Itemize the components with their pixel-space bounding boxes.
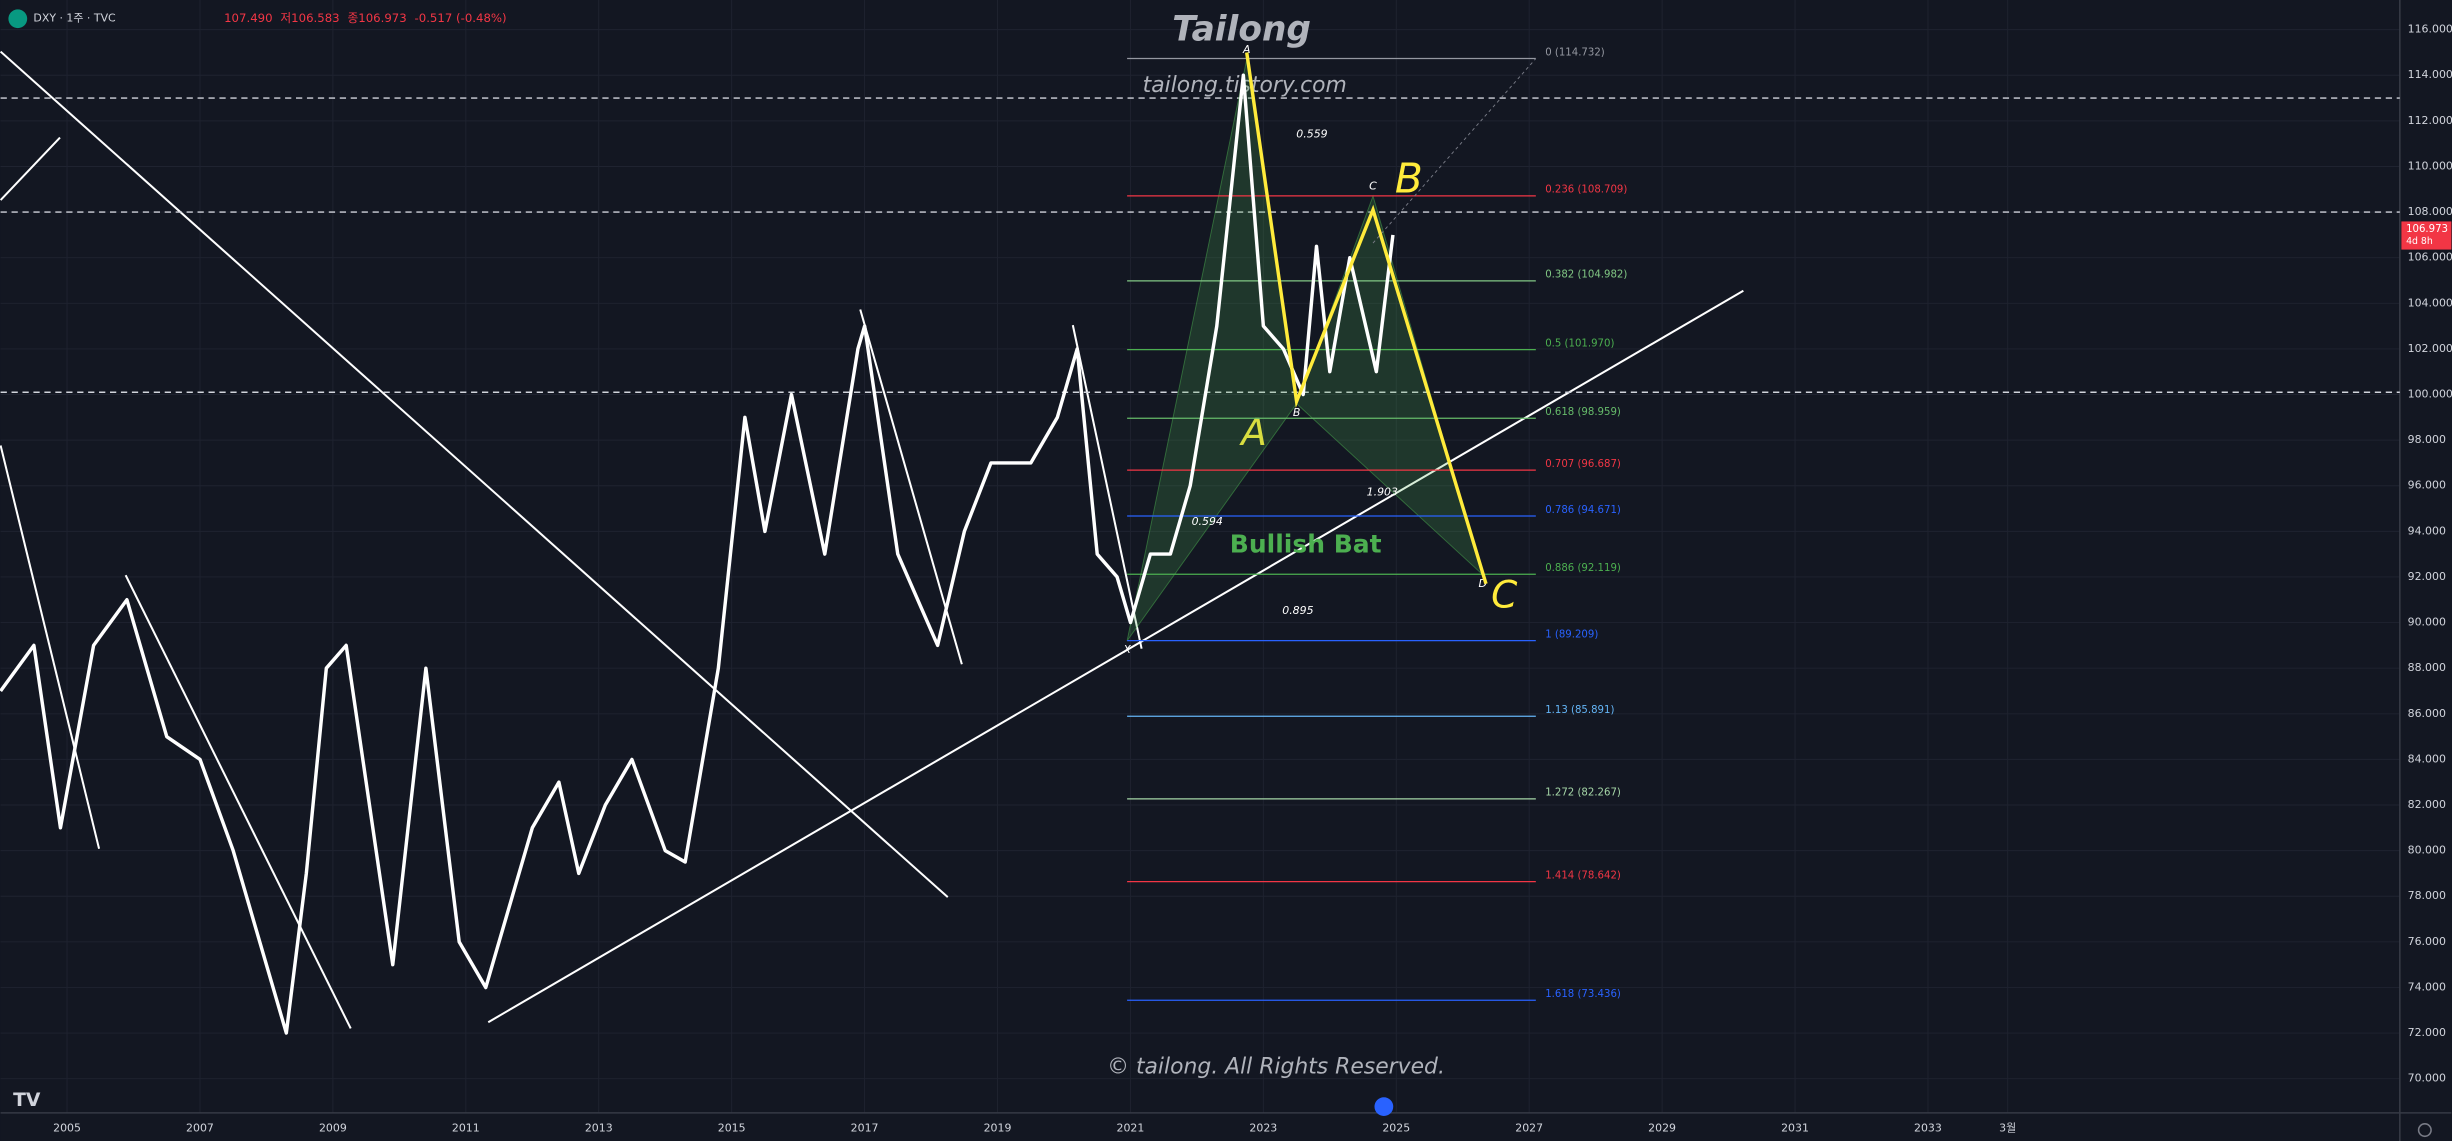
fib-label: 1.13 (85.891) [1545,705,1614,716]
trendline [859,309,963,665]
pattern-point-label: X [1122,643,1131,656]
x-tick-label: 2033 [1914,1121,1942,1134]
trendline [0,445,101,849]
y-tick-label: 116.000 [2408,23,2452,36]
x-tick-label: 2011 [452,1121,480,1134]
x-tick-label: 2015 [718,1121,746,1134]
event-icon[interactable] [1374,1097,1394,1116]
y-tick-label: 84.000 [2408,752,2446,765]
settings-icon[interactable] [2417,1123,2432,1138]
y-tick-label: 80.000 [2408,844,2446,857]
trendlines [0,50,1744,1029]
fib-label: 0.618 (98.959) [1545,407,1621,418]
fib-label: 0.236 (108.709) [1545,185,1627,196]
symbol-icon[interactable] [8,9,28,29]
y-tick-label: 112.000 [2408,114,2452,127]
fib-label: 1 (89.209) [1545,629,1598,640]
pattern-point-label: D [1478,577,1486,590]
pattern-point-label: C [1369,180,1377,193]
y-tick-label: 88.000 [2408,661,2446,674]
last-price-label: 106.973 [2406,224,2448,235]
ratio-label: 0.895 [1282,604,1313,617]
y-tick-label: 108.000 [2408,205,2452,218]
y-tick-label: 106.000 [2408,251,2452,264]
fib-label: 1.618 (73.436) [1545,989,1621,1000]
x-tick-label: 3월 [1999,1121,2016,1134]
y-tick-label: 98.000 [2408,433,2446,446]
x-tick-label: 2009 [319,1121,347,1134]
y-tick-label: 86.000 [2408,707,2446,720]
fib-label: 0.886 (92.119) [1545,563,1621,574]
x-tick-label: 2031 [1781,1121,1809,1134]
ratio-label: 0.559 [1296,127,1327,140]
countdown: 4d 8h [2406,236,2433,247]
handwriting: B [1395,154,1423,202]
y-tick-label: 96.000 [2408,479,2446,492]
x-tick-label: 2007 [186,1121,214,1134]
y-tick-label: 110.000 [2408,159,2452,172]
y-tick-label: 70.000 [2408,1072,2446,1085]
pattern-point-label: A [1242,43,1250,56]
y-tick-label: 74.000 [2408,980,2446,993]
handwriting: A [1239,410,1267,454]
x-tick-label: 2013 [585,1121,613,1134]
y-tick-label: 90.000 [2408,616,2446,629]
trendline [0,136,61,201]
fib-label: 0.5 (101.970) [1545,338,1614,349]
y-tick-label: 76.000 [2408,935,2446,948]
last-price-tag [2401,221,2452,250]
yellow-drawing [1245,52,1488,585]
ratio-label: 1.903 [1367,485,1398,498]
logo: TV [13,1090,41,1111]
x-tick-label: 2019 [984,1121,1012,1134]
fib-label: 1.272 (82.267) [1545,788,1621,799]
quote-value: -0.517 (-0.48%) [415,11,507,25]
y-tick-label: 78.000 [2408,889,2446,902]
x-tick-label: 2023 [1249,1121,1277,1134]
fib-label: 0.786 (94.671) [1545,505,1621,516]
y-tick-label: 94.000 [2408,524,2446,537]
x-tick-label: 2017 [851,1121,879,1134]
x-tick-label: 2029 [1648,1121,1676,1134]
x-tick-label: 2027 [1515,1121,1543,1134]
y-tick-label: 102.000 [2408,342,2452,355]
quote-value: 107.490 [224,11,272,25]
x-tick-label: 2025 [1382,1121,1410,1134]
y-tick-label: 72.000 [2408,1026,2446,1039]
handwriting: C [1491,573,1518,617]
trendline [0,50,949,898]
quote-value: 종106.973 [347,11,406,25]
fib-label: 0.707 (96.687) [1545,459,1621,470]
pattern-point-label: B [1293,406,1301,419]
trendline [487,289,1744,1024]
copyright: © tailong. All Rights Reserved. [1107,1055,1445,1080]
y-tick-label: 114.000 [2408,68,2452,81]
y-tick-label: 82.000 [2408,798,2446,811]
trendline [1071,324,1143,649]
trendline [124,574,352,1029]
ratio-label: 0.594 [1192,515,1223,528]
fib-label: 0.382 (104.982) [1545,270,1627,281]
fib-label: 1.414 (78.642) [1545,870,1621,881]
y-tick-label: 92.000 [2408,570,2446,583]
fib-label: 0 (114.732) [1545,47,1605,58]
x-tick-label: 2021 [1117,1121,1145,1134]
x-tick-label: 2005 [53,1121,81,1134]
watermark: Tailong [1172,10,1311,50]
quote-value: 저106.583 [280,11,339,25]
symbol-title[interactable]: DXY · 1주 · TVC [33,12,116,25]
y-tick-label: 104.000 [2408,296,2452,309]
pattern-name: Bullish Bat [1230,529,1382,558]
price-line [0,73,1395,1035]
y-tick-label: 100.000 [2408,388,2452,401]
